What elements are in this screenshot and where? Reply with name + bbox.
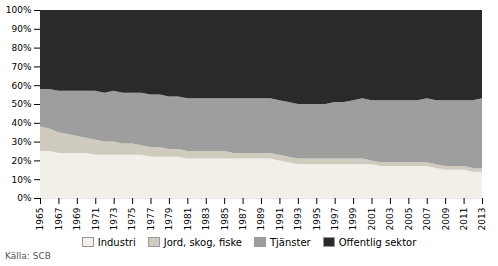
- svg-text:2009: 2009: [441, 207, 451, 230]
- svg-text:0%: 0%: [17, 193, 32, 203]
- svg-text:1981: 1981: [183, 208, 193, 231]
- svg-text:1987: 1987: [238, 208, 248, 231]
- svg-text:1975: 1975: [127, 208, 137, 231]
- svg-text:2005: 2005: [404, 208, 414, 231]
- svg-text:80%: 80%: [11, 43, 31, 53]
- svg-text:70%: 70%: [11, 62, 31, 72]
- svg-text:20%: 20%: [11, 156, 31, 166]
- svg-text:2001: 2001: [367, 208, 377, 231]
- svg-text:1969: 1969: [72, 207, 82, 230]
- svg-text:30%: 30%: [11, 137, 31, 147]
- svg-text:2007: 2007: [422, 208, 432, 231]
- svg-text:1967: 1967: [54, 208, 64, 231]
- svg-text:1979: 1979: [164, 207, 174, 230]
- svg-text:1977: 1977: [146, 208, 156, 231]
- svg-text:1993: 1993: [293, 208, 303, 231]
- html-text:Industri: Industri: [97, 236, 136, 248]
- html-text:Källa: SCB: Källa: SCB: [5, 251, 51, 261]
- svg-text:1965: 1965: [35, 208, 45, 231]
- svg-text:1973: 1973: [109, 208, 119, 231]
- svg-text:2003: 2003: [385, 208, 395, 231]
- svg-text:1983: 1983: [201, 208, 211, 231]
- svg-text:50%: 50%: [11, 99, 31, 109]
- svg-text:1989: 1989: [256, 207, 266, 230]
- svg-text:1991: 1991: [275, 208, 285, 231]
- svg-text:1985: 1985: [220, 208, 230, 231]
- svg-text:100%: 100%: [6, 5, 32, 15]
- svg-text:1971: 1971: [91, 208, 101, 231]
- svg-text:1995: 1995: [312, 208, 322, 231]
- svg-text:60%: 60%: [11, 81, 31, 91]
- html-text:Offentlig sektor: Offentlig sektor: [338, 236, 417, 248]
- svg-text:10%: 10%: [11, 175, 31, 185]
- svg-text:2013: 2013: [477, 208, 487, 231]
- svg-text:1999: 1999: [348, 207, 358, 230]
- html-text:Jord, skog, fiske: Jord, skog, fiske: [163, 236, 242, 248]
- html-text:Tjänster: Tjänster: [270, 236, 311, 248]
- svg-text:90%: 90%: [11, 24, 31, 34]
- svg-text:40%: 40%: [11, 118, 31, 128]
- svg-text:2011: 2011: [459, 208, 469, 231]
- svg-text:1997: 1997: [330, 208, 340, 231]
